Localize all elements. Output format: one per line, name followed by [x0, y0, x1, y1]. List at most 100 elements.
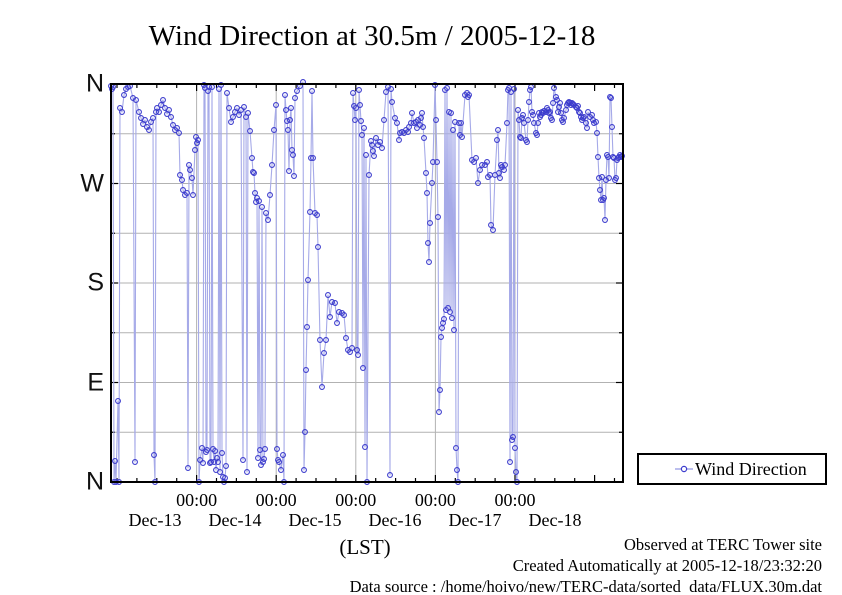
data-point — [292, 95, 298, 101]
data-point — [308, 155, 314, 161]
data-point — [226, 105, 232, 111]
data-point — [510, 434, 516, 440]
data-point — [200, 460, 206, 466]
data-point — [368, 138, 374, 144]
data-point — [283, 107, 289, 113]
data-point — [251, 170, 257, 176]
data-point — [490, 227, 496, 233]
data-point — [265, 217, 271, 223]
data-point — [208, 459, 214, 465]
data-point — [553, 94, 559, 100]
data-point — [202, 85, 208, 91]
data-point — [151, 452, 157, 458]
data-point — [608, 95, 614, 101]
data-point — [477, 167, 483, 173]
data-point — [426, 259, 432, 265]
data-point — [554, 97, 560, 103]
data-point — [383, 89, 389, 95]
data-point — [597, 187, 603, 193]
data-point — [504, 120, 510, 126]
data-point — [271, 127, 277, 133]
data-point — [613, 175, 619, 181]
data-point — [526, 99, 532, 105]
data-point — [119, 109, 125, 115]
data-point — [357, 102, 363, 108]
data-point — [323, 337, 329, 343]
x-axis-time-label-0: 00:00 — [176, 490, 218, 510]
data-point — [303, 367, 309, 373]
x-axis-time-label-1: 00:00 — [255, 490, 297, 510]
data-point — [327, 314, 333, 320]
data-point — [437, 387, 443, 393]
data-point — [556, 104, 562, 110]
data-point — [602, 217, 608, 223]
data-point — [581, 114, 587, 120]
legend-label: Wind Direction — [695, 458, 807, 479]
data-point — [456, 120, 462, 126]
data-point — [435, 214, 441, 220]
x-axis-time-label-2: 00:00 — [335, 490, 377, 510]
data-point — [531, 120, 537, 126]
data-point — [166, 107, 172, 113]
data-point — [441, 316, 447, 322]
data-point — [414, 125, 420, 131]
x-axis-time-label-3: 00:00 — [414, 490, 456, 510]
x-axis-date-label-Dec-17: Dec-17 — [448, 510, 502, 530]
data-point — [558, 110, 564, 116]
data-point — [425, 240, 431, 246]
data-point — [458, 120, 464, 126]
data-point — [274, 446, 280, 452]
data-point — [388, 86, 394, 92]
data-point — [502, 162, 508, 168]
data-point — [245, 110, 251, 116]
data-point — [517, 134, 523, 140]
data-point — [494, 137, 500, 143]
data-point — [301, 467, 307, 473]
data-point — [228, 119, 234, 125]
data-point — [309, 88, 315, 94]
data-point — [319, 384, 325, 390]
data-point — [259, 204, 265, 210]
data-point — [224, 90, 230, 96]
data-point — [551, 85, 557, 91]
data-point — [593, 119, 599, 125]
data-point — [291, 173, 297, 179]
data-point — [362, 444, 368, 450]
data-point — [204, 447, 210, 453]
x-axis-date-label-Dec-14: Dec-14 — [208, 510, 262, 530]
data-point — [423, 170, 429, 176]
x-axis-date-label-Dec-15: Dec-15 — [288, 510, 342, 530]
data-point — [214, 455, 220, 461]
data-point — [535, 120, 541, 126]
data-point — [512, 445, 518, 451]
data-point — [509, 437, 515, 443]
data-point — [185, 465, 191, 471]
data-point — [424, 190, 430, 196]
data-point — [305, 277, 311, 283]
data-point — [601, 195, 607, 201]
data-point — [373, 135, 379, 141]
data-point — [420, 124, 426, 130]
data-point — [360, 365, 366, 371]
data-point — [361, 125, 367, 131]
data-point — [447, 309, 453, 315]
data-point — [366, 172, 372, 178]
data-point — [511, 86, 517, 92]
data-point — [436, 409, 442, 415]
data-point — [495, 127, 501, 133]
data-point — [513, 469, 519, 475]
data-point — [392, 115, 398, 121]
data-point — [349, 345, 355, 351]
data-point — [247, 128, 253, 134]
data-point — [524, 139, 530, 145]
data-point — [355, 352, 361, 358]
data-point — [575, 103, 581, 109]
data-point — [310, 155, 316, 161]
data-point — [595, 154, 601, 160]
data-point — [314, 212, 320, 218]
data-point — [150, 115, 156, 121]
data-point — [146, 127, 152, 133]
data-point — [607, 94, 613, 100]
data-point — [280, 452, 286, 458]
legend-marker-icon — [680, 465, 688, 473]
